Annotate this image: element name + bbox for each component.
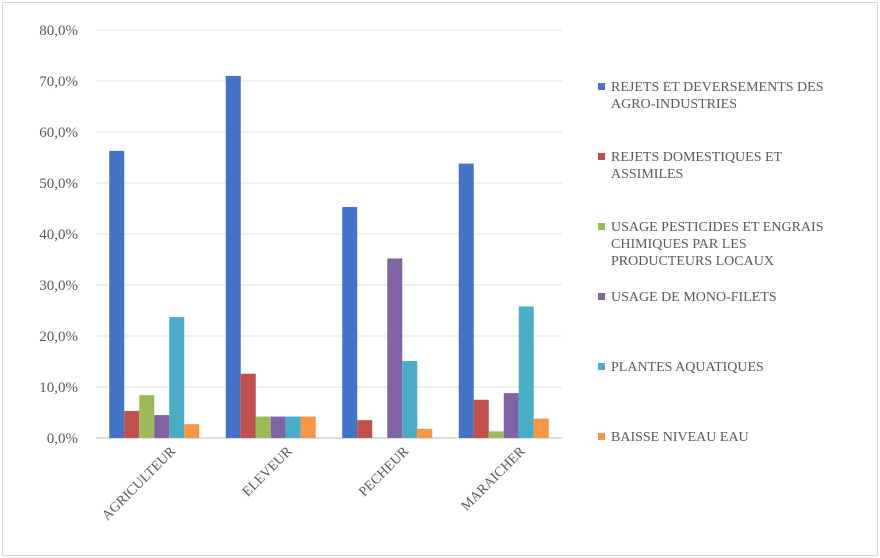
y-tick-label: 0,0%	[47, 431, 78, 447]
bar	[417, 428, 433, 438]
x-tick-label: MARAICHER	[459, 444, 529, 514]
bar	[488, 431, 504, 438]
bar	[533, 418, 549, 438]
y-tick-label: 50,0%	[39, 176, 78, 192]
legend-swatch	[598, 363, 605, 370]
y-tick-label: 20,0%	[39, 329, 78, 345]
bar	[154, 415, 170, 438]
x-tick-label: ELEVEUR	[240, 444, 296, 500]
bar	[169, 317, 185, 438]
y-tick-label: 60,0%	[39, 125, 78, 141]
bar	[255, 416, 271, 438]
bar	[184, 424, 200, 438]
bar	[124, 410, 140, 438]
bar	[285, 416, 301, 438]
bar	[473, 399, 489, 438]
bar	[387, 258, 403, 438]
bar	[139, 395, 155, 438]
y-tick-label: 70,0%	[39, 74, 78, 90]
bar	[357, 420, 373, 438]
legend-entry: PLANTES AQUATIQUES	[611, 360, 764, 375]
legend-entry: REJETS DOMESTIQUES ET ASSIMILES	[611, 150, 783, 182]
bar	[300, 416, 316, 438]
bar	[503, 393, 519, 438]
legend-swatch	[598, 223, 605, 230]
legend-entry: REJETS ET DEVERSEMENTS DES AGRO-INDUSTRIE…	[611, 80, 823, 112]
legend-swatch	[598, 83, 605, 90]
y-tick-label: 80,0%	[39, 23, 78, 39]
legend-entry: BAISSE NIVEAU EAU	[611, 430, 749, 445]
bar	[458, 163, 474, 438]
y-tick-label: 30,0%	[39, 278, 78, 294]
bar	[240, 373, 256, 438]
bar	[518, 306, 534, 438]
y-tick-label: 40,0%	[39, 227, 78, 243]
bar	[270, 416, 286, 438]
x-tick-label: PECHEUR	[356, 444, 412, 500]
bar	[402, 360, 418, 438]
legend-entry: USAGE PESTICIDES ET ENGRAIS CHIMIQUES PAR…	[611, 220, 823, 269]
legend: REJETS ET DEVERSEMENTS DES AGRO-INDUSTRIE…	[598, 80, 823, 445]
legend-swatch	[598, 293, 605, 300]
x-tick-label: AGRICULTEUR	[100, 444, 180, 524]
y-axis: 0,0% 10,0% 20,0% 30,0% 40,0% 50,0% 60,0% 70,0% 8…	[39, 23, 78, 447]
x-axis: AGRICULTEUR ELEVEUR PECHEUR MARAICHER	[100, 444, 530, 524]
legend-swatch	[598, 153, 605, 160]
gridlines	[96, 29, 562, 439]
bars	[109, 75, 549, 439]
legend-swatch	[598, 433, 605, 440]
bar	[109, 150, 125, 438]
y-tick-label: 10,0%	[39, 380, 78, 396]
legend-entry: USAGE DE MONO-FILETS	[611, 290, 777, 305]
bar	[225, 75, 241, 439]
bar	[342, 206, 358, 438]
